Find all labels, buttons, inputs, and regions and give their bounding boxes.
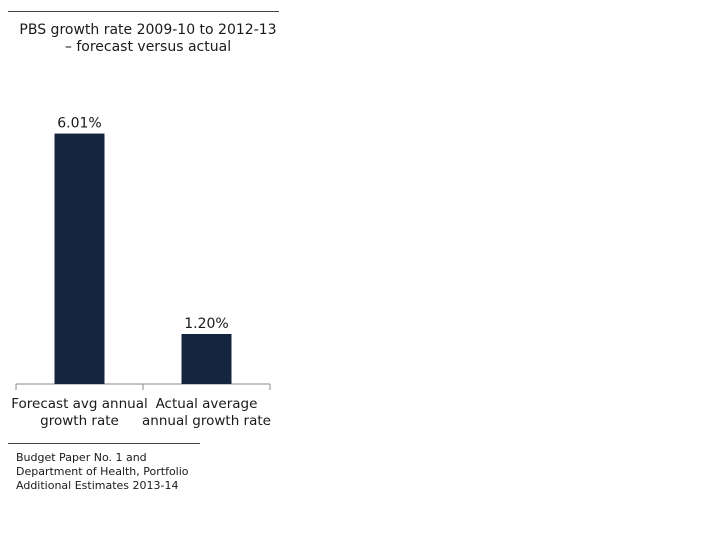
top-rule — [8, 11, 279, 12]
category-label: Forecast avg annual — [11, 396, 148, 412]
category-label: growth rate — [40, 413, 119, 429]
data-label: 1.20% — [184, 316, 228, 332]
category-label: Actual average — [156, 396, 258, 412]
category-label: annual growth rate — [142, 413, 271, 429]
chart-title: PBS growth rate 2009-10 to 2012-13 – for… — [19, 22, 277, 55]
source-rule — [8, 443, 200, 444]
source-line: Additional Estimates 2013-14 — [16, 479, 179, 492]
source-note: Budget Paper No. 1 and Department of Hea… — [16, 451, 256, 493]
data-label: 6.01% — [57, 116, 101, 132]
source-line: Budget Paper No. 1 and — [16, 451, 147, 464]
source-line: Department of Health, Portfolio — [16, 465, 189, 478]
bar — [54, 133, 105, 384]
bar — [181, 334, 232, 384]
